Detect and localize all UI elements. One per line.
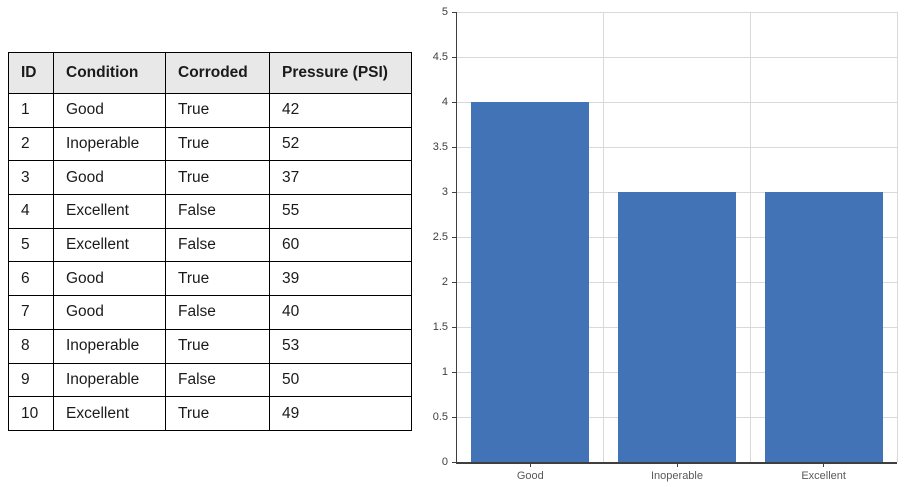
bar-chart: 0 0.5 1 1.5 2 2.5 3 3.5 4 4.5 5 Good Inoperable Excel… bbox=[430, 0, 904, 487]
y-axis-tick bbox=[452, 11, 457, 13]
cell-corroded: True bbox=[165, 396, 270, 431]
cell-id: 1 bbox=[8, 93, 54, 128]
y-tick-label: 3 bbox=[441, 186, 448, 198]
category-label-1: Inoperable bbox=[651, 470, 703, 482]
cell-condition: Good bbox=[53, 261, 166, 297]
table-row: 5 Excellent False 60 bbox=[8, 227, 412, 263]
cell-condition: Inoperable bbox=[53, 362, 166, 398]
y-tick-label: 1 bbox=[441, 366, 448, 378]
cell-id: 6 bbox=[8, 261, 54, 297]
y-tick-label: 5 bbox=[441, 6, 448, 18]
cell-pressure: 49 bbox=[269, 396, 412, 431]
y-tick-label: 2.5 bbox=[432, 231, 448, 243]
y-tick-label: 2 bbox=[441, 276, 448, 288]
cell-id: 7 bbox=[8, 295, 54, 330]
y-tick-label: 4.5 bbox=[432, 51, 448, 63]
y-axis-line bbox=[455, 12, 457, 464]
category-label-0: Good bbox=[516, 470, 544, 482]
h-gridline bbox=[457, 56, 897, 58]
cell-corroded: False bbox=[165, 295, 270, 330]
cell-pressure: 50 bbox=[269, 362, 412, 398]
y-axis-tick bbox=[452, 146, 457, 148]
y-tick-label: 4 bbox=[441, 96, 448, 108]
cell-pressure: 40 bbox=[269, 295, 412, 330]
table-row: 8 Inoperable True 53 bbox=[8, 328, 412, 364]
cell-corroded: False bbox=[165, 362, 270, 398]
y-axis-tick bbox=[452, 56, 457, 58]
cell-id: 8 bbox=[8, 328, 54, 364]
y-tick-label: 0 bbox=[441, 456, 448, 468]
y-axis-tick bbox=[452, 371, 457, 373]
cell-corroded: True bbox=[165, 93, 270, 128]
v-gridline bbox=[896, 12, 898, 462]
cell-corroded: True bbox=[165, 160, 270, 196]
cell-pressure: 39 bbox=[269, 261, 412, 297]
y-axis-tick bbox=[452, 326, 457, 328]
cell-corroded: False bbox=[165, 194, 270, 229]
y-axis-tick bbox=[452, 416, 457, 418]
cell-pressure: 42 bbox=[269, 93, 412, 128]
cell-condition: Inoperable bbox=[53, 328, 166, 364]
y-axis-tick bbox=[452, 101, 457, 103]
header-cell-2: Corroded bbox=[165, 52, 270, 94]
y-axis-tick bbox=[452, 191, 457, 193]
y-axis-tick bbox=[452, 236, 457, 238]
x-axis-tick bbox=[529, 462, 531, 467]
cell-id: 4 bbox=[8, 194, 54, 229]
y-axis-tick bbox=[452, 461, 457, 463]
cell-condition: Good bbox=[53, 93, 166, 128]
v-gridline bbox=[603, 12, 605, 462]
bar-good bbox=[471, 102, 590, 462]
header-cell-3: Pressure (PSI) bbox=[269, 52, 412, 94]
table-row: 4 Excellent False 55 bbox=[8, 194, 412, 229]
x-axis-tick bbox=[676, 462, 678, 467]
h-gridline bbox=[457, 146, 897, 148]
v-gridline bbox=[749, 12, 751, 462]
cell-pressure: 55 bbox=[269, 194, 412, 229]
table-row: 3 Good True 37 bbox=[8, 160, 412, 196]
cell-id: 9 bbox=[8, 362, 54, 398]
x-axis-line bbox=[455, 462, 897, 464]
cell-id: 10 bbox=[8, 396, 54, 431]
cell-corroded: True bbox=[165, 328, 270, 364]
table-row: 6 Good True 39 bbox=[8, 261, 412, 297]
y-tick-label: 0.5 bbox=[432, 411, 448, 423]
cell-condition: Inoperable bbox=[53, 126, 166, 162]
table-row: 2 Inoperable True 52 bbox=[8, 126, 412, 162]
table-header-row: ID Condition Corroded Pressure (PSI) bbox=[8, 52, 412, 94]
cell-corroded: True bbox=[165, 126, 270, 162]
cell-pressure: 60 bbox=[269, 227, 412, 263]
header-cell-1: Condition bbox=[53, 52, 166, 94]
header-cell-0: ID bbox=[8, 52, 54, 94]
h-gridline bbox=[457, 11, 897, 13]
cell-corroded: False bbox=[165, 227, 270, 263]
cell-id: 3 bbox=[8, 160, 54, 196]
cell-pressure: 52 bbox=[269, 126, 412, 162]
bar-inoperable bbox=[618, 192, 736, 462]
cell-pressure: 37 bbox=[269, 160, 412, 196]
data-table: ID Condition Corroded Pressure (PSI) 1 Good T… bbox=[8, 52, 412, 431]
table-row: 9 Inoperable False 50 bbox=[8, 362, 412, 398]
cell-id: 5 bbox=[8, 227, 54, 263]
table-row: 7 Good False 40 bbox=[8, 295, 412, 330]
y-tick-label: 1.5 bbox=[432, 321, 448, 333]
cell-condition: Excellent bbox=[53, 396, 166, 431]
y-axis-tick bbox=[452, 281, 457, 283]
table-row: 1 Good True 42 bbox=[8, 93, 412, 128]
cell-id: 2 bbox=[8, 126, 54, 162]
cell-condition: Good bbox=[53, 295, 166, 330]
cell-condition: Good bbox=[53, 160, 166, 196]
cell-condition: Excellent bbox=[53, 194, 166, 229]
h-gridline bbox=[457, 101, 897, 103]
category-label-2: Excellent bbox=[801, 470, 846, 482]
table-row: 10 Excellent True 49 bbox=[8, 396, 412, 431]
y-tick-label: 3.5 bbox=[432, 141, 448, 153]
cell-corroded: True bbox=[165, 261, 270, 297]
cell-pressure: 53 bbox=[269, 328, 412, 364]
table-body: 1 Good True 42 2 Inoperable True 52 3 Good True 37 4… bbox=[8, 93, 412, 431]
cell-condition: Excellent bbox=[53, 227, 166, 263]
bar-excellent bbox=[764, 192, 883, 462]
x-axis-tick bbox=[823, 462, 825, 467]
